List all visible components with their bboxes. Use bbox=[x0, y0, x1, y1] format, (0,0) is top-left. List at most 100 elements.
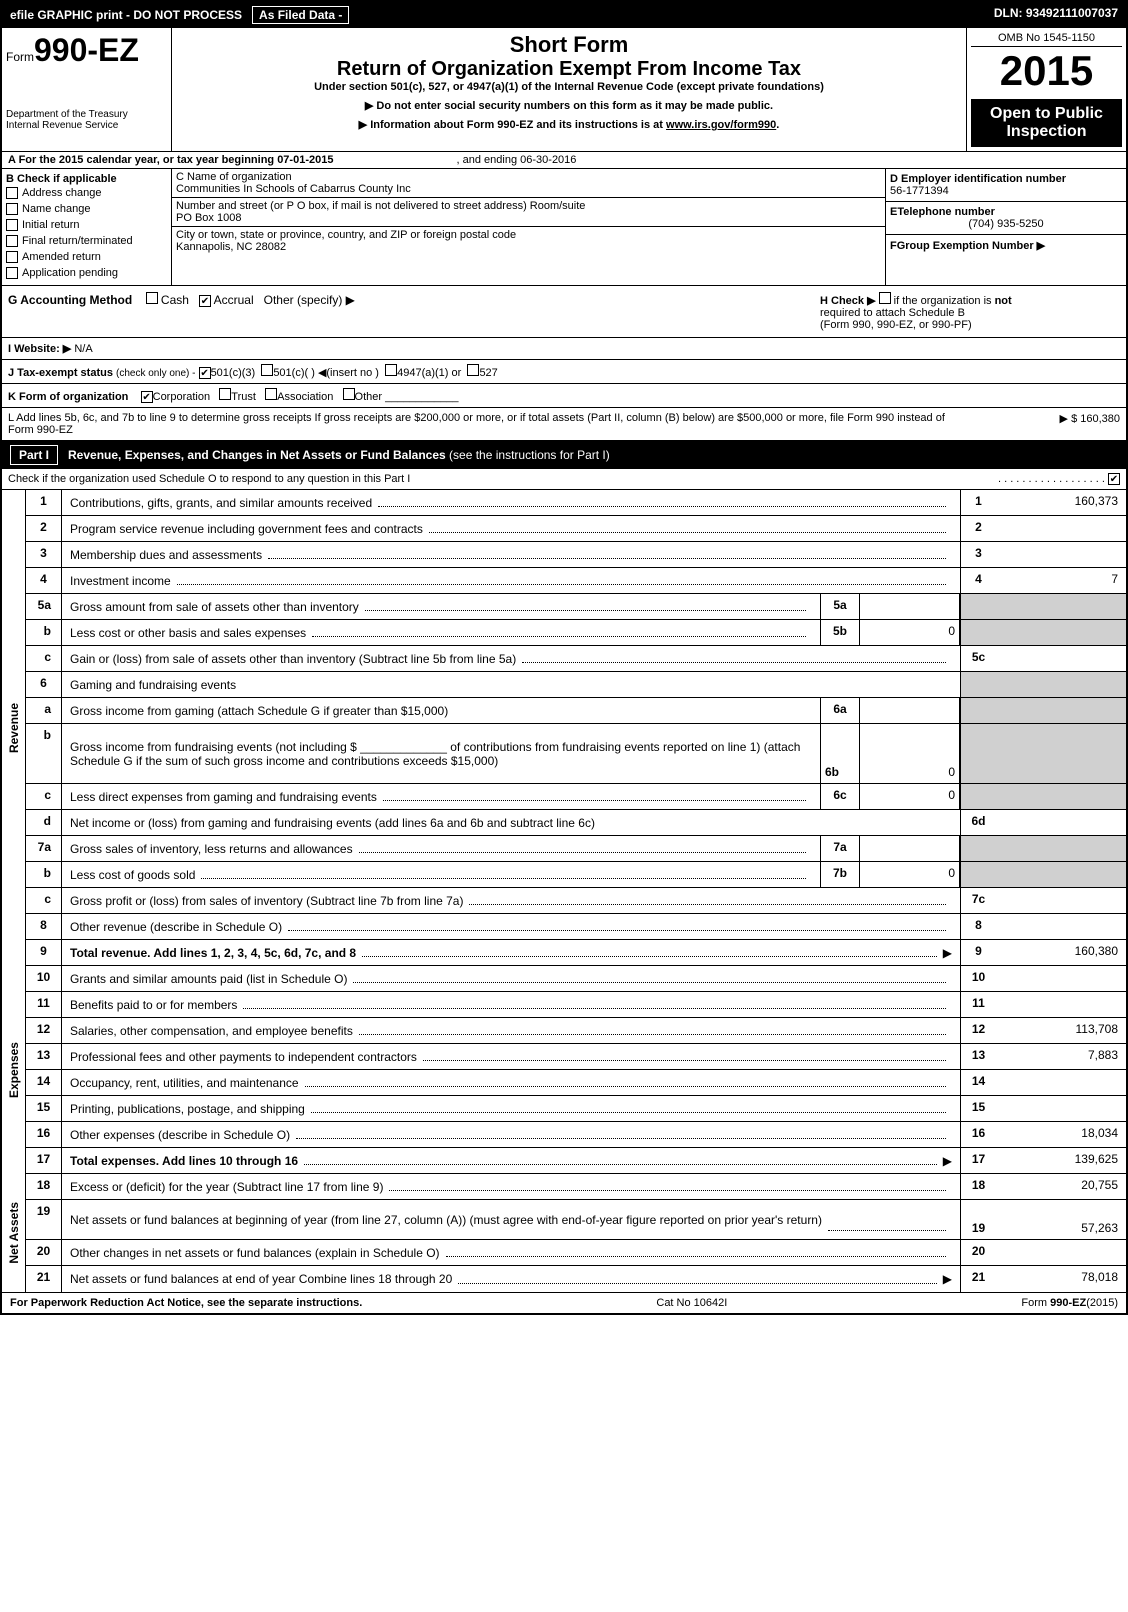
d-label: D Employer identification number bbox=[890, 173, 1122, 185]
line-21-val: 78,018 bbox=[996, 1266, 1126, 1292]
line-18-desc: Excess or (deficit) for the year (Subtra… bbox=[70, 1180, 383, 1194]
line-6d-val bbox=[996, 810, 1126, 835]
row-a: A For the 2015 calendar year, or tax yea… bbox=[2, 152, 1126, 169]
footer: For Paperwork Reduction Act Notice, see … bbox=[2, 1292, 1126, 1313]
line-7a-desc: Gross sales of inventory, less returns a… bbox=[70, 842, 353, 856]
chk-501c[interactable] bbox=[261, 364, 273, 376]
line-6b-desc: Gross income from fundraising events (no… bbox=[70, 740, 812, 768]
dln-label: DLN: 93492111007037 bbox=[994, 6, 1118, 24]
j-c: 501(c)( ) bbox=[273, 367, 315, 379]
chk-501c3[interactable]: ✔ bbox=[199, 367, 211, 379]
part1-label: Part I bbox=[10, 445, 58, 465]
row-i: I Website: ▶ N/A bbox=[2, 338, 1126, 360]
chk-assoc[interactable] bbox=[265, 388, 277, 400]
line-16-desc: Other expenses (describe in Schedule O) bbox=[70, 1128, 290, 1142]
line-11-val bbox=[996, 992, 1126, 1017]
h-text2: required to attach Schedule B bbox=[820, 307, 965, 319]
dept-irs: Internal Revenue Service bbox=[6, 120, 167, 131]
line-8-desc: Other revenue (describe in Schedule O) bbox=[70, 920, 282, 934]
j-527: 527 bbox=[479, 367, 497, 379]
part1-check: Check if the organization used Schedule … bbox=[2, 469, 1126, 490]
expenses-section: Expenses 10Grants and similar amounts pa… bbox=[2, 966, 1126, 1174]
line-2-val bbox=[996, 516, 1126, 541]
line-17-val: 139,625 bbox=[996, 1148, 1126, 1173]
line-7b-desc: Less cost of goods sold bbox=[70, 868, 195, 882]
line-12-val: 113,708 bbox=[996, 1018, 1126, 1043]
chk-corp[interactable]: ✔ bbox=[141, 391, 153, 403]
chk-address-change[interactable]: Address change bbox=[6, 185, 167, 201]
line-19-val: 57,263 bbox=[996, 1200, 1126, 1239]
l-text: L Add lines 5b, 6c, and 7b to line 9 to … bbox=[8, 412, 970, 436]
info-line: ▶ Information about Form 990-EZ and its … bbox=[176, 118, 962, 131]
line-20-val bbox=[996, 1240, 1126, 1265]
line-20-desc: Other changes in net assets or fund bala… bbox=[70, 1246, 440, 1260]
e-label: ETelephone number bbox=[890, 206, 1122, 218]
k-label: K Form of organization bbox=[8, 391, 128, 403]
g-label: G Accounting Method bbox=[8, 293, 132, 307]
col-c: C Name of organization Communities In Sc… bbox=[172, 169, 886, 285]
line-19-desc: Net assets or fund balances at beginning… bbox=[70, 1213, 822, 1227]
j-c3: 501(c)(3) bbox=[211, 367, 256, 379]
chk-other-org[interactable] bbox=[343, 388, 355, 400]
website-value: N/A bbox=[74, 343, 92, 355]
line-14-val bbox=[996, 1070, 1126, 1095]
chk-527[interactable] bbox=[467, 364, 479, 376]
row-j: J Tax-exempt status (check only one) - ✔… bbox=[2, 360, 1126, 384]
city-label: City or town, state or province, country… bbox=[176, 229, 881, 241]
netassets-label: Net Assets bbox=[7, 1202, 21, 1264]
chk-schedule-o[interactable]: ✔ bbox=[1108, 473, 1120, 485]
f-label: FGroup Exemption Number ▶ bbox=[890, 239, 1122, 252]
chk-name-change[interactable]: Name change bbox=[6, 201, 167, 217]
i-label: I Website: ▶ bbox=[8, 343, 71, 355]
org-name: Communities In Schools of Cabarrus Count… bbox=[176, 183, 881, 195]
line-6c-midval: 0 bbox=[860, 784, 960, 809]
footer-center: Cat No 10642I bbox=[656, 1297, 727, 1309]
chk-cash[interactable] bbox=[146, 292, 158, 304]
info-text: ▶ Information about Form 990-EZ and its … bbox=[359, 119, 663, 131]
chk-accrual[interactable]: ✔ bbox=[199, 295, 211, 307]
ein-value: 56-1771394 bbox=[890, 185, 1122, 197]
h-text1: if the organization is bbox=[894, 295, 992, 307]
open-public-badge: Open to Public Inspection bbox=[971, 99, 1122, 147]
line-6a-mid: 6a bbox=[820, 698, 860, 723]
open-public-2: Inspection bbox=[975, 123, 1118, 141]
phone-value: (704) 935-5250 bbox=[890, 218, 1122, 230]
line-7a-midval bbox=[860, 836, 960, 861]
k-other: Other bbox=[355, 391, 383, 403]
h-label: H Check ▶ bbox=[820, 295, 876, 307]
chk-amended[interactable]: Amended return bbox=[6, 249, 167, 265]
chk-h[interactable] bbox=[879, 292, 891, 304]
chk-trust[interactable] bbox=[219, 388, 231, 400]
line-3-desc: Membership dues and assessments bbox=[70, 548, 262, 562]
line-9-desc: Total revenue. Add lines 1, 2, 3, 4, 5c,… bbox=[70, 946, 356, 960]
line-7c-val bbox=[996, 888, 1126, 913]
j-label: J Tax-exempt status bbox=[8, 367, 113, 379]
chk-4947[interactable] bbox=[385, 364, 397, 376]
irs-link[interactable]: www.irs.gov/form990 bbox=[666, 119, 776, 131]
line-7b-midval: 0 bbox=[860, 862, 960, 887]
line-15-desc: Printing, publications, postage, and shi… bbox=[70, 1102, 305, 1116]
line-4-desc: Investment income bbox=[70, 574, 171, 588]
chk-final-return[interactable]: Final return/terminated bbox=[6, 233, 167, 249]
other-label: Other (specify) ▶ bbox=[264, 293, 355, 307]
form-container: efile GRAPHIC print - DO NOT PROCESS As … bbox=[0, 0, 1128, 1315]
efile-label: efile GRAPHIC print - DO NOT PROCESS bbox=[10, 8, 242, 22]
chk-initial-return[interactable]: Initial return bbox=[6, 217, 167, 233]
line-21-desc: Net assets or fund balances at end of ye… bbox=[70, 1272, 452, 1286]
line-8-val bbox=[996, 914, 1126, 939]
j-sub: (check only one) - bbox=[116, 368, 195, 379]
header-row: Form990-EZ Department of the Treasury In… bbox=[2, 28, 1126, 152]
line-3-val bbox=[996, 542, 1126, 567]
chk-pending[interactable]: Application pending bbox=[6, 265, 167, 281]
line-13-desc: Professional fees and other payments to … bbox=[70, 1050, 417, 1064]
line-6-desc: Gaming and fundraising events bbox=[70, 678, 236, 692]
line-5a-mid: 5a bbox=[820, 594, 860, 619]
chk-label: Final return/terminated bbox=[22, 235, 133, 247]
form-prefix: Form bbox=[6, 50, 34, 64]
l-value: ▶ $ 160,380 bbox=[970, 412, 1120, 436]
a-label: A For the 2015 calendar year, or tax yea… bbox=[8, 154, 333, 166]
chk-label: Application pending bbox=[22, 267, 118, 279]
line-5b-desc: Less cost or other basis and sales expen… bbox=[70, 626, 306, 640]
h-not: not bbox=[995, 295, 1012, 307]
line-5a-midval bbox=[860, 594, 960, 619]
